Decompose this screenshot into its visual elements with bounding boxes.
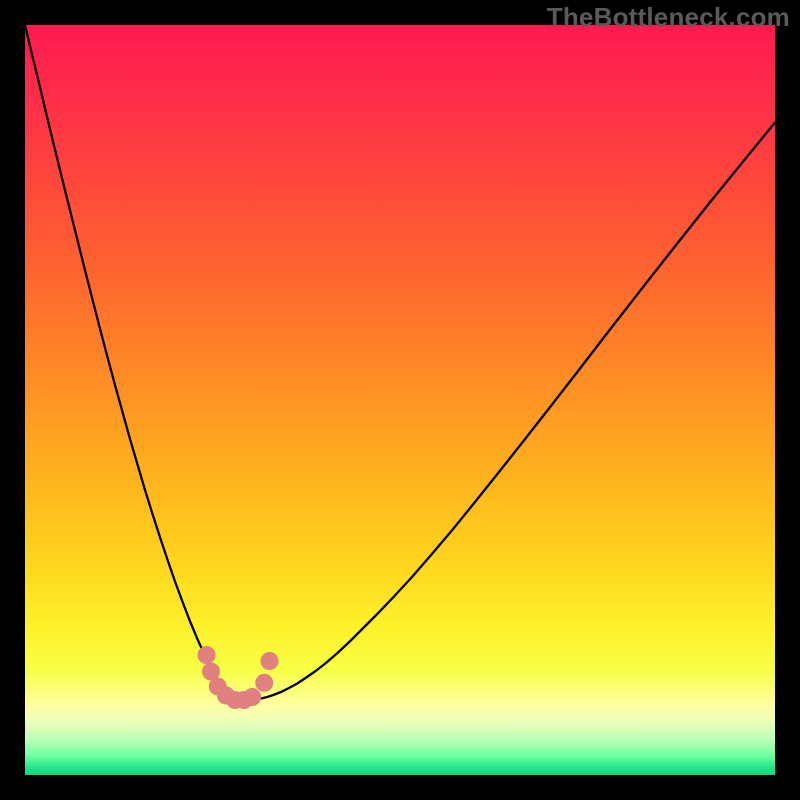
data-dot: [261, 652, 279, 670]
data-dot: [243, 688, 261, 706]
plot-area: [25, 25, 775, 775]
chart-frame: TheBottleneck.com: [0, 0, 800, 800]
data-dot: [255, 674, 273, 692]
plot-svg: [25, 25, 775, 775]
gradient-background: [25, 25, 775, 775]
data-dot: [198, 646, 216, 664]
